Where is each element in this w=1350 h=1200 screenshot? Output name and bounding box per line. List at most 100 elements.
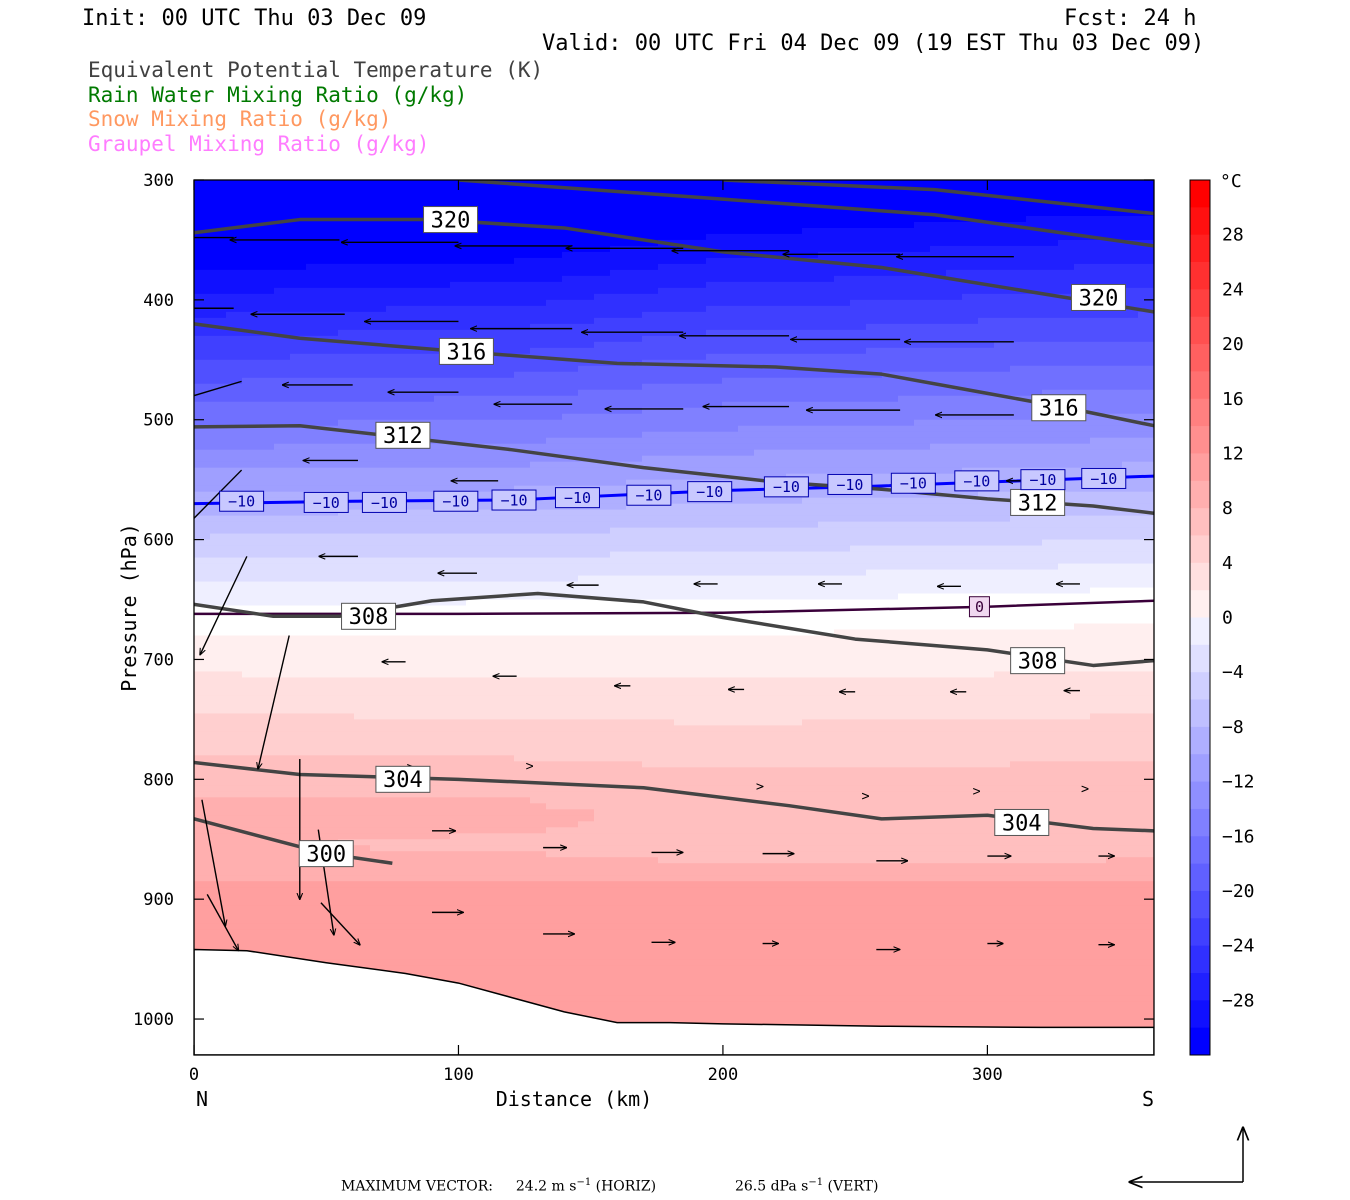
temperature-cell (706, 521, 723, 529)
temperature-cell (594, 671, 611, 679)
temperature-cell (722, 233, 739, 241)
temperature-cell (498, 377, 515, 385)
temperature-cell (674, 545, 691, 553)
temperature-cell (514, 329, 531, 337)
temperature-cell (658, 785, 675, 792)
temperature-cell (722, 653, 739, 661)
temperature-cell (386, 731, 403, 738)
temperature-cell (466, 269, 483, 277)
temperature-cell (514, 809, 531, 816)
temperature-cell (514, 401, 531, 409)
temperature-cell (562, 473, 579, 481)
temperature-cell (210, 683, 227, 691)
temperature-cell (194, 593, 211, 601)
temperature-cell (562, 587, 579, 595)
temperature-cell (546, 971, 563, 978)
temperature-cell (594, 545, 611, 553)
temperature-cell (338, 749, 355, 756)
temperature-cell (370, 371, 387, 379)
temperature-cell (562, 911, 579, 918)
temperature-cell (290, 221, 307, 229)
temperature-cell (402, 569, 419, 577)
temperature-cell (498, 533, 515, 541)
temperature-cell (658, 773, 675, 780)
temperature-cell (226, 743, 243, 750)
temperature-cell (306, 761, 323, 768)
temperature-cell (322, 653, 339, 661)
temperature-cell (274, 521, 291, 529)
temperature-cell (722, 599, 739, 607)
temperature-cell (610, 899, 627, 906)
temperature-cell (258, 899, 275, 906)
temperature-cell (690, 197, 707, 205)
temperature-cell (434, 575, 451, 583)
temperature-cell (722, 359, 739, 367)
temperature-cell (658, 671, 675, 679)
temperature-cell (658, 257, 675, 265)
temperature-cell (306, 803, 323, 810)
temperature-cell (546, 329, 563, 337)
temperature-cell (546, 185, 563, 193)
temperature-cell (578, 203, 595, 211)
temperature-cell (242, 689, 259, 697)
temperature-cell (722, 893, 739, 900)
temperature-cell (194, 779, 211, 786)
temperature-cell (546, 203, 563, 211)
temperature-cell (578, 947, 595, 954)
temperature-cell (290, 449, 307, 457)
temperature-cell (530, 437, 547, 445)
temperature-cell (386, 269, 403, 277)
temperature-cell (386, 803, 403, 810)
temperature-cell (578, 377, 595, 385)
temperature-cell (674, 761, 691, 768)
temperature-cell (258, 809, 275, 816)
temperature-cell (386, 707, 403, 714)
temperature-cell (322, 731, 339, 738)
temperature-cell (338, 881, 355, 888)
temperature-cell (290, 821, 307, 828)
temperature-cell (290, 347, 307, 355)
temperature-cell (274, 677, 291, 685)
temperature-cell (642, 395, 659, 403)
temperature-cell (386, 227, 403, 235)
temperature-cell (498, 935, 515, 942)
temperature-cell (610, 581, 627, 589)
temperature-cell (450, 935, 467, 942)
temperature-cell (306, 707, 323, 714)
temperature-cell (274, 695, 291, 703)
temperature-cell (386, 323, 403, 331)
temperature-cell (642, 797, 659, 804)
temperature-cell (258, 815, 275, 822)
temperature-cell (386, 359, 403, 367)
temperature-cell (402, 455, 419, 463)
temperature-cell (450, 731, 467, 738)
temperature-cell (258, 929, 275, 936)
temperature-cell (722, 689, 739, 697)
temperature-cell (722, 431, 739, 439)
temperature-cell (418, 245, 435, 253)
temperature-cell (210, 923, 227, 930)
temperature-cell (610, 839, 627, 846)
temperature-cell (594, 323, 611, 331)
temperature-cell (546, 881, 563, 888)
temperature-cell (242, 791, 259, 798)
temperature-cell (610, 1001, 627, 1008)
temperature-cell (546, 533, 563, 541)
temperature-cell (722, 935, 739, 942)
temperature-cell (642, 419, 659, 427)
temperature-cell (450, 257, 467, 265)
temperature-cell (450, 725, 467, 732)
temperature-cell (722, 737, 739, 744)
temperature-cell (370, 239, 387, 247)
temperature-cell (482, 599, 499, 607)
temperature-cell (594, 623, 611, 631)
temperature-cell (626, 629, 643, 637)
temperature-cell (578, 623, 595, 631)
temperature-cell (578, 407, 595, 415)
temperature-cell (354, 329, 371, 337)
temperature-cell (194, 413, 211, 421)
temperature-cell (354, 827, 371, 834)
temperature-cell (674, 713, 691, 720)
temperature-cell (306, 389, 323, 397)
temperature-cell (226, 923, 243, 930)
